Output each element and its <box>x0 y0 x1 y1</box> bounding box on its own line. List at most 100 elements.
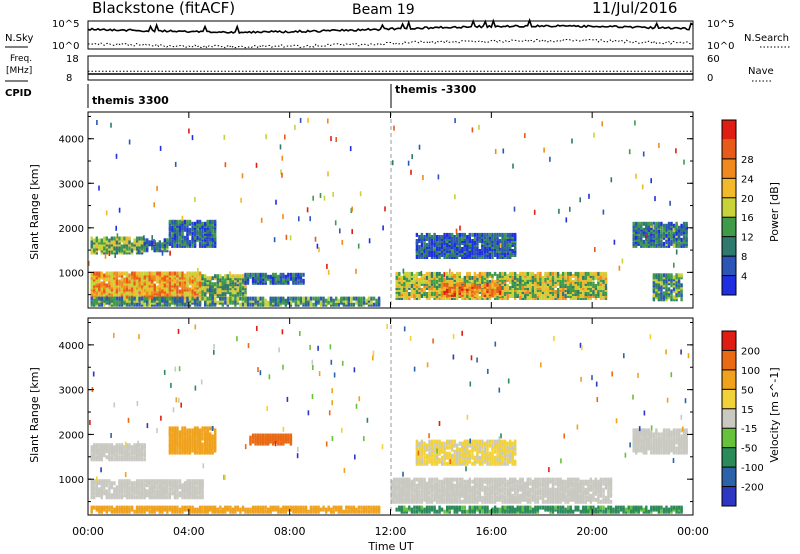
heatmap-cell <box>267 300 270 305</box>
heatmap-cell <box>95 485 98 490</box>
heatmap-cell <box>128 296 131 301</box>
heatmap-cell <box>256 435 260 440</box>
heatmap-cell <box>209 442 212 447</box>
beam-title: Beam 19 <box>352 2 415 18</box>
heatmap-cell <box>115 246 119 251</box>
heatmap-cell <box>471 493 474 498</box>
heatmap-cell <box>549 271 552 276</box>
heatmap-cell <box>443 497 446 502</box>
heatmap-cell <box>143 298 146 303</box>
scatter-cell <box>454 118 456 124</box>
heatmap-cell <box>501 241 504 245</box>
heatmap-cell <box>539 495 542 500</box>
heatmap-cell <box>428 495 431 500</box>
heatmap-cell <box>579 271 582 276</box>
heatmap-cell <box>428 479 431 484</box>
heatmap-cell <box>478 286 482 291</box>
heatmap-cell <box>100 302 103 307</box>
heatmap-cell <box>168 285 172 290</box>
heatmap-cell <box>178 298 182 303</box>
heatmap-cell <box>493 235 497 239</box>
heatmap-cell <box>544 477 547 482</box>
heatmap-cell <box>577 290 580 294</box>
scatter-cell <box>175 220 178 226</box>
heatmap-cell <box>496 253 499 257</box>
heatmap-cell <box>597 271 600 276</box>
heatmap-cell <box>667 221 671 226</box>
heatmap-cell <box>93 455 96 460</box>
heatmap-cell <box>415 290 419 294</box>
heatmap-cell <box>241 298 245 303</box>
scatter-cell <box>634 120 636 126</box>
heatmap-cell <box>435 284 439 288</box>
heatmap-cell <box>435 477 439 482</box>
heatmap-cell <box>193 239 197 244</box>
scatter-cell <box>194 231 196 237</box>
heatmap-cell <box>259 272 262 277</box>
heatmap-cell <box>168 450 172 455</box>
heatmap-cell <box>93 238 96 243</box>
heatmap-cell <box>501 271 504 276</box>
heatmap-cell <box>103 489 106 494</box>
heatmap-cell <box>473 251 477 255</box>
heatmap-cell <box>448 493 451 498</box>
heatmap-cell <box>415 247 419 251</box>
heatmap-cell <box>100 485 103 490</box>
heatmap-cell <box>549 477 552 482</box>
heatmap-cell <box>130 455 134 460</box>
scatter-cell <box>169 250 171 256</box>
heatmap-cell <box>408 284 411 288</box>
heatmap-cell <box>244 296 247 301</box>
heatmap-cell <box>196 495 199 500</box>
cpid-label: CPID <box>5 88 32 99</box>
heatmap-cell <box>514 232 517 237</box>
heatmap-cell <box>302 272 305 277</box>
heatmap-cell <box>670 231 673 236</box>
heatmap-cell <box>211 233 214 238</box>
heatmap-cell <box>125 236 129 241</box>
heatmap-cell <box>264 435 267 440</box>
heatmap-cell <box>244 294 247 299</box>
heatmap-cell <box>367 298 371 303</box>
heatmap-cell <box>100 298 103 303</box>
heatmap-cell <box>418 489 421 494</box>
heatmap-cell <box>519 477 522 482</box>
heatmap-cell <box>103 443 106 448</box>
heatmap-cell <box>632 221 635 226</box>
heatmap-cell <box>428 477 431 482</box>
heatmap-cell <box>556 487 560 492</box>
heatmap-cell <box>135 455 139 460</box>
heatmap-cell <box>584 288 587 292</box>
scatter-cell <box>174 161 177 167</box>
heatmap-cell <box>435 292 439 296</box>
heatmap-cell <box>161 271 164 276</box>
heatmap-cell <box>569 271 572 276</box>
heatmap-cell <box>393 479 396 484</box>
heatmap-cell <box>347 298 350 303</box>
heatmap-cell <box>592 271 595 276</box>
heatmap-cell <box>176 271 179 276</box>
heatmap-cell <box>161 296 164 301</box>
heatmap-cell <box>451 239 454 243</box>
heatmap-cell <box>133 246 136 251</box>
scatter-cell <box>156 185 158 191</box>
heatmap-cell <box>526 493 529 498</box>
heatmap-cell <box>561 485 565 490</box>
heatmap-cell <box>251 302 255 307</box>
heatmap-cell <box>209 219 212 224</box>
heatmap-cell <box>138 447 141 452</box>
heatmap-cell <box>564 284 567 288</box>
heatmap-cell <box>365 298 368 303</box>
heatmap-cell <box>446 479 449 484</box>
heatmap-cell <box>514 284 517 288</box>
scatter-cell <box>309 216 311 222</box>
heatmap-cell <box>650 221 653 226</box>
heatmap-cell <box>123 285 126 290</box>
heatmap-cell <box>355 296 358 301</box>
heatmap-cell <box>168 231 172 236</box>
heatmap-cell <box>514 491 517 496</box>
heatmap-cell <box>254 296 257 301</box>
heatmap-cell <box>471 245 474 249</box>
heatmap-cell <box>463 282 466 287</box>
heatmap-cell <box>541 493 545 498</box>
